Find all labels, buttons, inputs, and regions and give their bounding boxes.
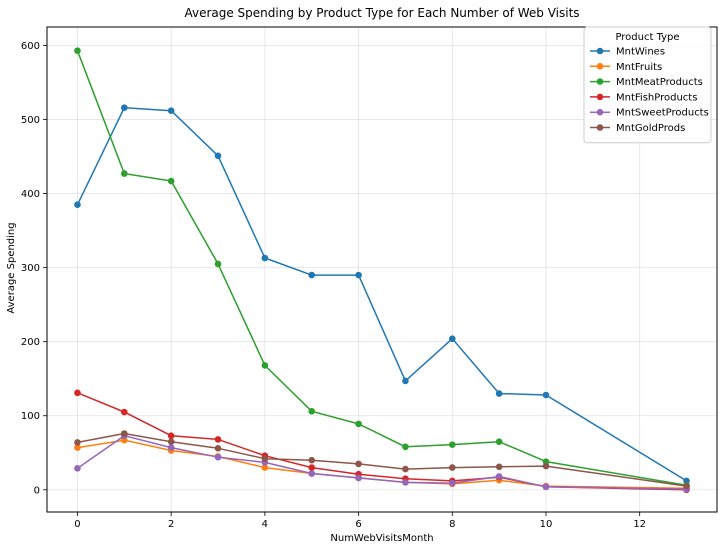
data-point xyxy=(121,170,128,177)
legend-label: MntGoldProds xyxy=(616,123,685,134)
data-point xyxy=(355,271,362,279)
data-point xyxy=(74,201,81,209)
series-line xyxy=(77,434,687,490)
data-point xyxy=(167,432,175,440)
data-point xyxy=(448,464,456,471)
data-point xyxy=(74,439,81,446)
data-point xyxy=(167,177,175,185)
data-point xyxy=(74,444,81,451)
legend: Product Type MntWines MntFruits MntMeatPro… xyxy=(583,26,712,144)
legend-items: MntWines MntFruits MntMeatProducts MntFishP… xyxy=(590,47,709,134)
grid xyxy=(47,27,717,512)
y-tick-label: 500 xyxy=(21,115,40,126)
data-point xyxy=(355,474,362,482)
legend-swatch-marker xyxy=(596,93,604,101)
legend-label: MntWines xyxy=(616,47,665,58)
data-point xyxy=(683,482,690,490)
data-point xyxy=(121,408,128,416)
data-point xyxy=(448,335,456,343)
data-point xyxy=(74,47,81,54)
data-point xyxy=(495,463,503,471)
data-point xyxy=(448,479,456,487)
data-point xyxy=(261,254,269,262)
series-line xyxy=(76,50,687,487)
data-point xyxy=(167,438,175,445)
legend-box xyxy=(583,26,712,144)
legend-label: MntSweetProducts xyxy=(616,108,709,119)
data-point xyxy=(495,473,503,480)
data-point xyxy=(495,390,503,397)
data-point xyxy=(214,152,222,160)
data-point xyxy=(214,445,222,452)
chart-title: Average Spending by Product Type for Eac… xyxy=(184,6,579,20)
data-point xyxy=(448,441,456,448)
legend-swatch-marker xyxy=(596,63,604,70)
data-point xyxy=(308,464,316,471)
data-point xyxy=(261,455,269,462)
y-tick-label: 200 xyxy=(21,337,40,348)
y-axis-title: Average Spending xyxy=(6,222,17,313)
data-point xyxy=(214,436,222,443)
legend-title: Product Type xyxy=(615,32,679,43)
x-tick-label: 10 xyxy=(540,519,553,530)
x-tick-label: 4 xyxy=(262,519,268,530)
data-point xyxy=(74,465,81,472)
data-point xyxy=(308,456,316,464)
data-point xyxy=(402,377,409,385)
x-tick-label: 6 xyxy=(355,519,361,530)
x-tick-label: 8 xyxy=(449,519,455,530)
y-tick-label: 0 xyxy=(34,485,40,496)
legend-swatch-marker xyxy=(596,78,604,85)
x-tick-label: 2 xyxy=(168,519,174,530)
y-tick-label: 100 xyxy=(21,411,40,422)
data-point xyxy=(308,407,316,415)
data-point xyxy=(121,104,128,112)
x-tick-label: 12 xyxy=(633,519,646,530)
data-point xyxy=(121,430,128,437)
legend-label: MntMeatProducts xyxy=(616,77,703,88)
data-point xyxy=(542,483,550,491)
data-point xyxy=(402,479,409,486)
data-point xyxy=(74,389,81,397)
series-line xyxy=(77,432,687,487)
data-point xyxy=(214,453,222,461)
y-tick-label: 400 xyxy=(21,189,40,200)
series-lines xyxy=(74,47,690,494)
legend-swatch-marker xyxy=(596,108,604,116)
data-point xyxy=(308,470,316,477)
legend-swatch-marker xyxy=(596,124,604,131)
series-line xyxy=(76,106,687,482)
x-axis-title: NumWebVisitsMonth xyxy=(330,533,433,544)
legend-label: MntFruits xyxy=(616,62,662,73)
plot-area-frame xyxy=(46,26,718,513)
data-point xyxy=(542,462,550,470)
data-point xyxy=(542,391,550,399)
y-tick-label: 300 xyxy=(21,263,40,274)
data-point xyxy=(167,444,175,451)
data-point xyxy=(495,438,503,445)
x-tick-label: 0 xyxy=(74,519,80,530)
axes: 0 2 4 6 8 10 12 0 100 200 300 400 500 600 xyxy=(21,41,646,530)
data-point xyxy=(308,271,316,279)
data-point xyxy=(402,465,409,473)
data-point xyxy=(214,260,222,268)
data-point xyxy=(355,420,362,428)
legend-label: MntFishProducts xyxy=(616,92,697,103)
data-point xyxy=(355,460,362,468)
legend-swatch-marker xyxy=(596,47,604,55)
data-point xyxy=(167,107,175,114)
data-point xyxy=(261,362,269,369)
y-tick-label: 600 xyxy=(21,41,40,52)
data-point xyxy=(261,464,269,471)
data-point xyxy=(402,443,409,451)
